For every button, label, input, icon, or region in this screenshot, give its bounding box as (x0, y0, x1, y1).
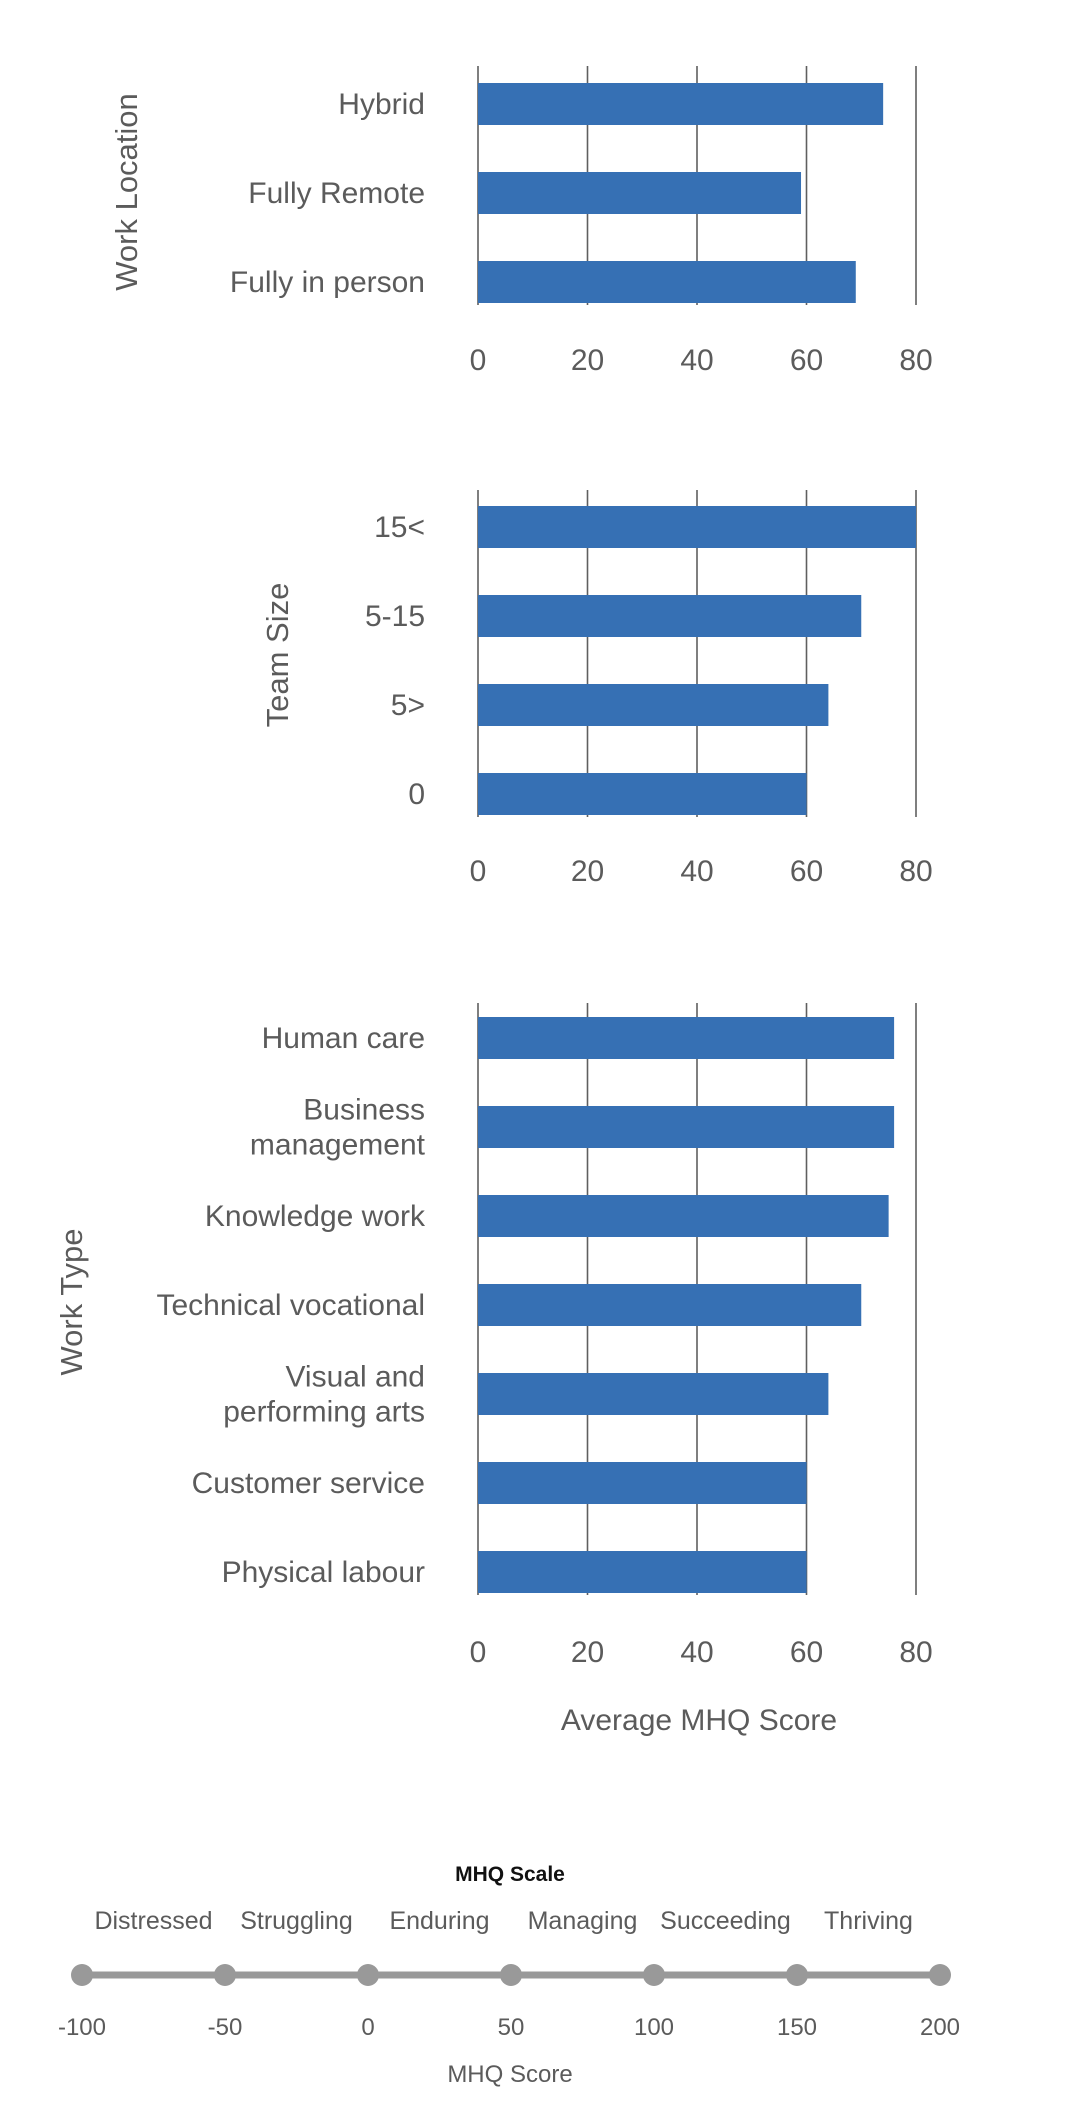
scale-marker-5 (786, 1964, 808, 1986)
category-label-teamsize-3: 0 (408, 778, 425, 811)
chart-panel-teamsize: 15< 5-15 5> 0 0 20 40 60 80 Team Size (260, 490, 933, 888)
category-label-location-0: Hybrid (338, 88, 425, 121)
category-label-worktype-5: Customer service (192, 1467, 425, 1500)
bar-location-0 (478, 83, 884, 125)
category-label-line: 5-15 (365, 600, 425, 633)
tick-label-teamsize-4: 80 (899, 855, 932, 888)
category-label-line: Business (303, 1094, 425, 1127)
category-label-teamsize-1: 5-15 (365, 600, 425, 633)
axis-title-y-teamsize: Team Size (260, 583, 295, 728)
category-label-worktype-4: Visual and performing arts (223, 1361, 425, 1429)
category-label-worktype-6: Physical labour (222, 1556, 425, 1589)
scale-tick-label-5: 150 (777, 2014, 817, 2041)
tick-label-location-2: 40 (680, 344, 713, 377)
tick-label-location-4: 80 (899, 344, 932, 377)
category-label-teamsize-2: 5> (391, 689, 425, 722)
bar-worktype-1 (478, 1106, 895, 1148)
bar-worktype-3 (478, 1284, 862, 1326)
scale-level-2: Enduring (389, 1907, 489, 1935)
chart-panel-worktype: Human care Business management Knowledge wo… (54, 1003, 933, 1737)
tick-label-worktype-1: 20 (571, 1636, 604, 1669)
category-label-worktype-1: Business management (250, 1094, 426, 1162)
category-label-line: Fully in person (230, 266, 425, 299)
scale-tick-label-1: -50 (208, 2014, 243, 2041)
tick-label-worktype-4: 80 (899, 1636, 932, 1669)
scale-level-5: Thriving (824, 1907, 913, 1935)
bar-worktype-2 (478, 1195, 889, 1237)
axis-title-y-worktype: Work Type (54, 1228, 89, 1375)
category-label-worktype-2: Knowledge work (205, 1200, 426, 1233)
scale-level-3: Managing (528, 1907, 638, 1935)
bar-teamsize-2 (478, 684, 829, 726)
tick-label-teamsize-1: 20 (571, 855, 604, 888)
scale-tick-label-3: 50 (498, 2014, 525, 2041)
category-label-line: 0 (408, 778, 425, 811)
scale-marker-4 (643, 1964, 665, 1986)
scale-tick-label-0: -100 (58, 2014, 106, 2041)
scale-marker-0 (71, 1964, 93, 1986)
bar-teamsize-0 (478, 506, 916, 548)
scale-marker-1 (214, 1964, 236, 1986)
category-label-line: Fully Remote (248, 177, 425, 210)
bar-worktype-5 (478, 1462, 807, 1504)
scale-title: MHQ Scale (455, 1863, 565, 1886)
tick-label-teamsize-2: 40 (680, 855, 713, 888)
tick-label-worktype-2: 40 (680, 1636, 713, 1669)
tick-label-location-3: 60 (790, 344, 823, 377)
scale-tick-label-6: 200 (920, 2014, 960, 2041)
category-label-line: Hybrid (338, 88, 425, 121)
bar-location-1 (478, 172, 802, 214)
scale-tick-label-4: 100 (634, 2014, 674, 2041)
category-label-location-2: Fully in person (230, 266, 425, 299)
bar-teamsize-1 (478, 595, 862, 637)
scale-axis-title: MHQ Score (447, 2061, 572, 2088)
scale-level-1: Struggling (240, 1907, 353, 1935)
category-label-line: 15< (374, 511, 425, 544)
category-label-location-1: Fully Remote (248, 177, 425, 210)
bar-teamsize-3 (478, 773, 807, 815)
category-label-line: Visual and (285, 1361, 425, 1394)
category-label-line: Human care (262, 1022, 425, 1055)
category-label-line: 5> (391, 689, 425, 722)
axis-title-y-location: Work Location (109, 93, 144, 291)
chart-panel-location: Hybrid Fully Remote Fully in person 0 20 40 60… (109, 66, 933, 377)
scale-level-0: Distressed (94, 1907, 212, 1935)
category-label-line: Knowledge work (205, 1200, 426, 1233)
category-label-line: Customer service (192, 1467, 425, 1500)
category-label-worktype-0: Human care (262, 1022, 425, 1055)
tick-label-worktype-0: 0 (470, 1636, 487, 1669)
scale-level-4: Succeeding (660, 1907, 791, 1935)
scale-marker-3 (500, 1964, 522, 1986)
tick-label-teamsize-0: 0 (470, 855, 487, 888)
category-label-line: Physical labour (222, 1556, 425, 1589)
category-label-teamsize-0: 15< (374, 511, 425, 544)
bar-worktype-4 (478, 1373, 829, 1415)
tick-label-worktype-3: 60 (790, 1636, 823, 1669)
tick-label-location-1: 20 (571, 344, 604, 377)
tick-label-location-0: 0 (470, 344, 487, 377)
tick-label-teamsize-3: 60 (790, 855, 823, 888)
bar-worktype-0 (478, 1017, 895, 1059)
category-label-line: management (250, 1129, 426, 1162)
scale-marker-2 (357, 1964, 379, 1986)
category-label-line: Technical vocational (157, 1289, 426, 1322)
axis-title-x-worktype: Average MHQ Score (561, 1704, 837, 1737)
scale-tick-label-2: 0 (361, 2014, 374, 2041)
bar-worktype-6 (478, 1551, 807, 1593)
mhq-scale: MHQ Scale -100 -50 0 50 100 150 200 Distressed St… (58, 1863, 960, 2088)
scale-marker-6 (929, 1964, 951, 1986)
category-label-worktype-3: Technical vocational (157, 1289, 426, 1322)
category-label-line: performing arts (223, 1396, 425, 1429)
bar-location-2 (478, 261, 856, 303)
